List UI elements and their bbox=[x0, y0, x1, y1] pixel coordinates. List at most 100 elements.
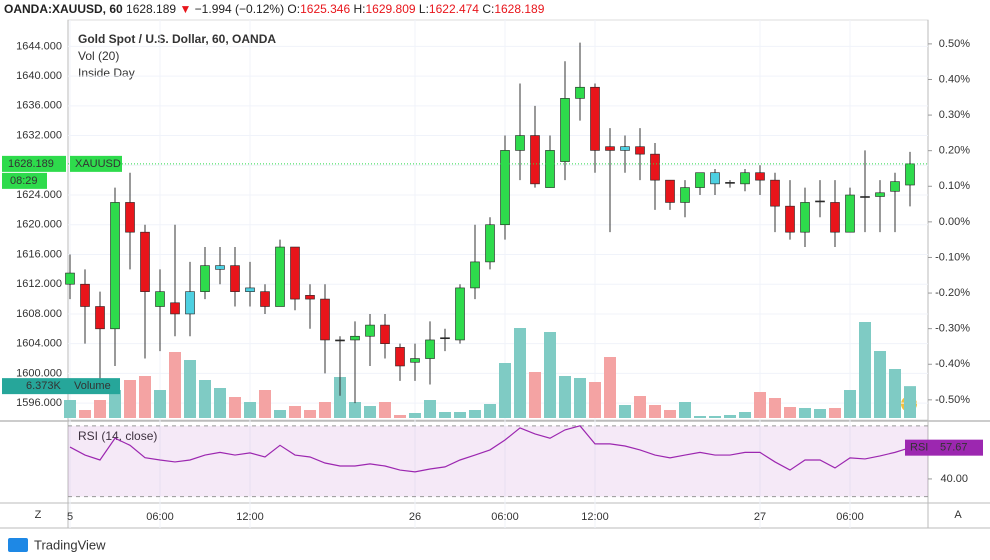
volume-bar bbox=[649, 405, 661, 418]
y-tick-label: 1644.000 bbox=[16, 40, 62, 52]
y-tick-label: 1620.000 bbox=[16, 219, 62, 231]
volume-bar bbox=[814, 409, 826, 418]
volume-bar bbox=[94, 400, 106, 418]
candle-body bbox=[545, 150, 555, 188]
c-label: C: bbox=[482, 2, 495, 16]
candle-body bbox=[125, 202, 135, 233]
volume-bar bbox=[754, 392, 766, 418]
volume-bar bbox=[154, 390, 166, 418]
candle-body bbox=[80, 283, 90, 307]
volume-bar bbox=[409, 413, 421, 418]
rsi-tick-label: 40.00 bbox=[940, 473, 968, 485]
candle-body bbox=[185, 291, 195, 315]
volume-bar bbox=[244, 402, 256, 418]
o-label: O: bbox=[287, 2, 301, 16]
volume-bar bbox=[109, 390, 121, 418]
volume-bar bbox=[769, 398, 781, 418]
y2-tick-label: 0.30% bbox=[939, 109, 970, 121]
candle-body bbox=[305, 295, 315, 300]
h: 1629.809 bbox=[365, 2, 416, 16]
volume-bar bbox=[679, 402, 691, 418]
x-tick-label: 06:00 bbox=[491, 511, 519, 523]
y-tick-label: 1624.000 bbox=[16, 189, 62, 201]
volume-bar bbox=[604, 357, 616, 418]
volume-bar bbox=[559, 376, 571, 418]
volume-bar bbox=[169, 352, 181, 418]
symbol-tag bbox=[70, 155, 122, 172]
rsi-tag-value: 57.67 bbox=[940, 442, 968, 454]
candle-body bbox=[65, 272, 75, 285]
volume-bar bbox=[439, 412, 451, 418]
candle-body bbox=[770, 179, 780, 207]
z-button[interactable]: Z bbox=[35, 509, 42, 521]
candle-body bbox=[665, 179, 675, 203]
legend-title: Gold Spot / U.S. Dollar, 60, OANDA bbox=[78, 32, 276, 46]
volume-bar bbox=[799, 408, 811, 418]
candle-body bbox=[605, 146, 615, 151]
volume-bar bbox=[829, 408, 841, 418]
legend-vol: Vol (20) bbox=[78, 49, 119, 63]
volume-bar bbox=[304, 410, 316, 418]
volume-bar bbox=[889, 369, 901, 418]
x-tick-label: 12:00 bbox=[581, 511, 609, 523]
price-tag bbox=[2, 155, 66, 172]
candle-body bbox=[575, 86, 585, 99]
price-pane bbox=[67, 19, 929, 421]
x-tick-label: 06:00 bbox=[836, 511, 864, 523]
change: −1.994 (−0.12%) bbox=[194, 2, 285, 16]
arrow: ▼ bbox=[179, 2, 192, 16]
candle-body bbox=[845, 194, 855, 233]
y-tick-label: 1604.000 bbox=[16, 338, 62, 350]
candle-body bbox=[800, 202, 810, 233]
y-tick-label: 1632.000 bbox=[16, 129, 62, 141]
candle-body bbox=[470, 261, 480, 289]
x-tick-label: 26 bbox=[409, 511, 421, 523]
volume-bar bbox=[544, 332, 556, 418]
y-tick-label: 1616.000 bbox=[16, 248, 62, 260]
candle-body bbox=[725, 182, 735, 184]
volume-tag bbox=[2, 378, 120, 395]
header: OANDA:XAUUSD, 60 1628.189 ▼ −1.994 (−0.1… bbox=[4, 2, 544, 16]
y2-tick-label: -0.30% bbox=[935, 323, 970, 335]
y2-tick-label: 0.10% bbox=[939, 180, 970, 192]
volume-bar bbox=[79, 410, 91, 418]
y-tick-label: 1600.000 bbox=[16, 367, 62, 379]
l: 1622.474 bbox=[428, 2, 479, 16]
volume-bar bbox=[364, 406, 376, 418]
candle-body bbox=[650, 153, 660, 181]
candle-body bbox=[740, 172, 750, 185]
candle-body bbox=[440, 337, 450, 340]
y2-tick-label: -0.50% bbox=[935, 394, 970, 406]
candle-body bbox=[905, 163, 915, 186]
volume-bar bbox=[724, 415, 736, 418]
candle-body bbox=[215, 265, 225, 270]
candle-body bbox=[815, 200, 825, 203]
candle-body bbox=[290, 246, 300, 300]
volume-bar bbox=[739, 412, 751, 418]
candle-body bbox=[230, 265, 240, 292]
volume-tag-label: 6.373K bbox=[26, 380, 62, 392]
volume-bar bbox=[499, 363, 511, 418]
volume-bar bbox=[904, 386, 916, 418]
volume-bar bbox=[289, 406, 301, 418]
volume-bar bbox=[349, 402, 361, 418]
candle-body bbox=[755, 172, 765, 181]
volume-bar bbox=[844, 390, 856, 418]
logo bbox=[8, 538, 28, 552]
h-label: H: bbox=[353, 2, 366, 16]
volume-bar bbox=[139, 376, 151, 418]
brand: TradingView bbox=[34, 537, 106, 552]
candle-body bbox=[695, 172, 705, 188]
y-tick-label: 1596.000 bbox=[16, 397, 62, 409]
volume-bar bbox=[64, 400, 76, 418]
y-tick-label: 1640.000 bbox=[16, 70, 62, 82]
volume-bar bbox=[274, 410, 286, 418]
volume-bar bbox=[229, 397, 241, 418]
x-tick-label: 06:00 bbox=[146, 511, 174, 523]
a-button[interactable]: A bbox=[954, 509, 962, 521]
volume-bar bbox=[514, 328, 526, 418]
volume-bar bbox=[529, 372, 541, 418]
candle-body bbox=[710, 172, 720, 185]
o: 1625.346 bbox=[300, 2, 351, 16]
volume-bar bbox=[694, 416, 706, 418]
